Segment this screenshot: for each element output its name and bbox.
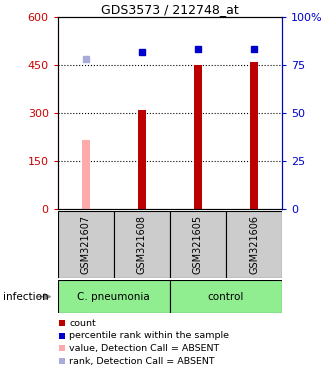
Bar [58,280,170,313]
Bar [58,211,114,278]
Bar [194,65,202,209]
Text: GSM321608: GSM321608 [137,215,147,274]
Text: infection: infection [3,291,49,302]
Text: percentile rank within the sample: percentile rank within the sample [69,331,229,341]
Text: count: count [69,319,96,328]
Bar [114,211,170,278]
Text: rank, Detection Call = ABSENT: rank, Detection Call = ABSENT [69,357,215,366]
Text: value, Detection Call = ABSENT: value, Detection Call = ABSENT [69,344,219,353]
Text: GSM321605: GSM321605 [193,215,203,274]
Bar [170,211,226,278]
Bar [226,211,282,278]
Bar [59,358,65,364]
Bar [170,280,282,313]
Title: GDS3573 / 212748_at: GDS3573 / 212748_at [101,3,239,16]
Text: control: control [208,291,244,302]
Bar [59,345,65,351]
Bar [59,333,65,339]
Bar [138,110,146,209]
Bar [59,320,65,326]
Bar [82,141,90,209]
Text: GSM321607: GSM321607 [81,215,91,274]
Text: GSM321606: GSM321606 [249,215,259,274]
Bar [250,62,258,209]
Text: C. pneumonia: C. pneumonia [78,291,150,302]
